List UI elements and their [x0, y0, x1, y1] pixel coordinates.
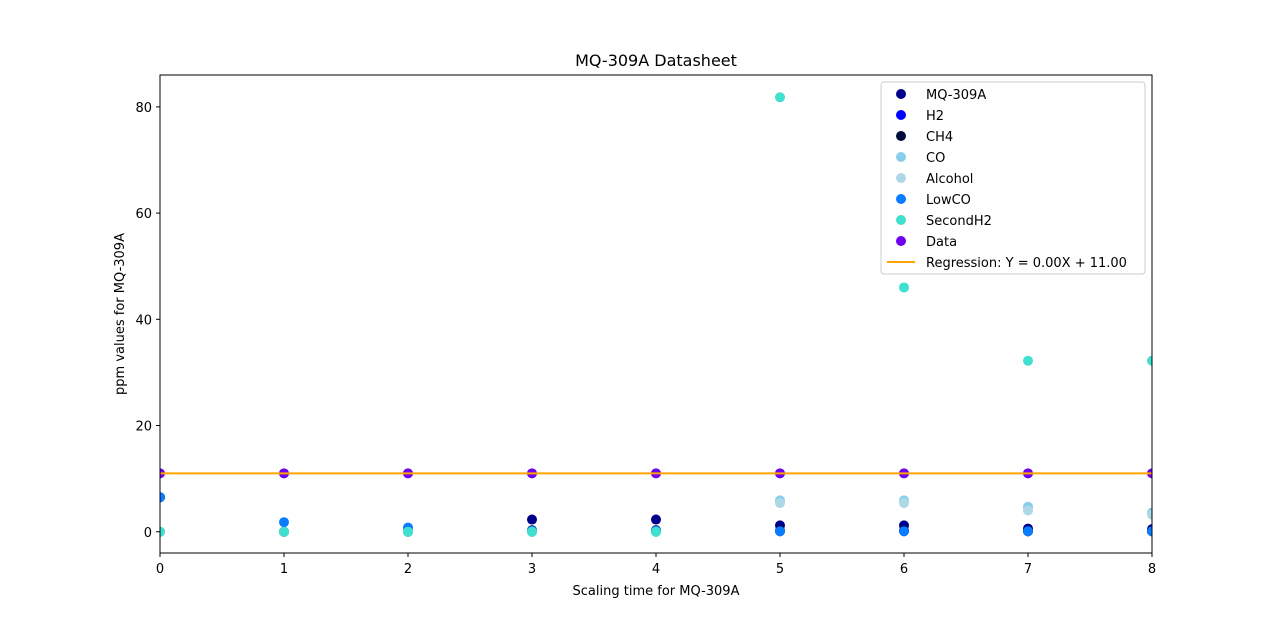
data-point [651, 526, 661, 537]
data-point [1023, 505, 1033, 516]
data-point [279, 517, 289, 528]
x-tick-label: 2 [404, 562, 412, 577]
data-point [279, 526, 289, 537]
legend-marker [896, 194, 906, 204]
data-point [899, 498, 909, 509]
data-point [775, 92, 785, 103]
y-axis-title: ppm values for MQ-309A [113, 233, 128, 395]
y-tick-label: 20 [135, 420, 152, 435]
data-point [651, 514, 661, 525]
legend-marker [896, 215, 906, 225]
chart-title: MQ-309A Datasheet [575, 51, 737, 70]
data-point [1147, 509, 1152, 520]
legend-label: LowCO [926, 193, 971, 208]
data-point [527, 514, 537, 525]
x-tick-label: 4 [652, 562, 660, 577]
legend-marker [896, 236, 906, 246]
legend-label: SecondH2 [926, 214, 992, 229]
data-point [1023, 355, 1033, 366]
x-tick-label: 3 [528, 562, 536, 577]
data-point [527, 526, 537, 537]
y-tick-label: 60 [135, 207, 152, 222]
legend-marker [896, 89, 906, 99]
data-point [775, 498, 785, 509]
legend-label: Regression: Y = 0.00X + 11.00 [926, 256, 1127, 271]
legend-label: CO [926, 151, 945, 166]
legend-label: CH4 [926, 130, 953, 145]
x-tick-label: 8 [1148, 562, 1156, 577]
data-point [160, 526, 165, 537]
x-tick-label: 5 [776, 562, 784, 577]
y-tick-label: 80 [135, 101, 152, 116]
data-point [775, 526, 785, 537]
y-tick-label: 0 [144, 526, 152, 541]
legend: MQ-309A H2 CH4 CO Alcohol LowCO SecondH2 Data Re… [880, 81, 1146, 275]
x-tick-label: 1 [280, 562, 288, 577]
x-tick-label: 7 [1024, 562, 1032, 577]
chart-marks [160, 92, 1152, 537]
series-secondh2 [160, 92, 1152, 537]
data-point [899, 526, 909, 537]
legend-box [880, 81, 1146, 275]
legend-label: Data [926, 235, 957, 250]
legend-marker [896, 110, 906, 120]
x-tick-label: 6 [900, 562, 908, 577]
legend-label: H2 [926, 109, 944, 124]
data-point [160, 492, 165, 503]
legend-marker [896, 131, 906, 141]
data-point [1023, 526, 1033, 537]
y-tick-label: 40 [135, 313, 152, 328]
legend-marker [896, 152, 906, 162]
data-point [899, 282, 909, 293]
legend-marker [896, 173, 906, 183]
legend-label: Alcohol [926, 172, 973, 187]
legend-label: MQ-309A [926, 88, 986, 103]
data-point [403, 526, 413, 537]
data-point [1147, 355, 1152, 366]
x-tick-label: 0 [156, 562, 164, 577]
x-axis-title: Scaling time for MQ-309A [573, 584, 740, 599]
data-point [1147, 526, 1152, 537]
